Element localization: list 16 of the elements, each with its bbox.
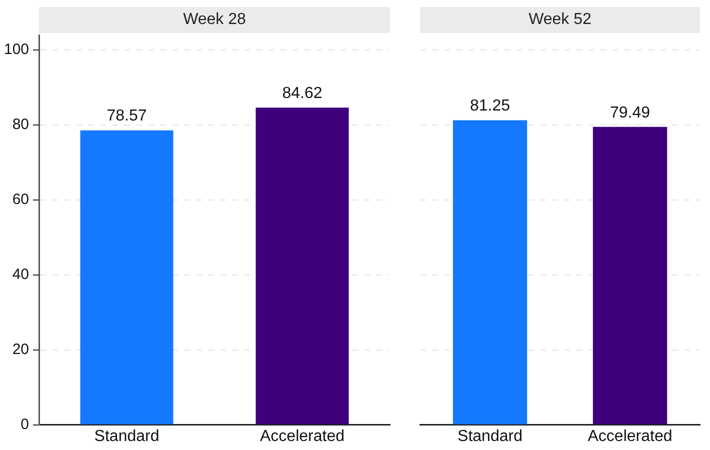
x-tick-label: Accelerated [260,428,345,445]
y-tick-label: 100 [4,41,30,58]
x-tick-label: Standard [458,428,522,445]
x-tick-label: Accelerated [588,428,672,445]
data-label: 79.49 [610,104,650,122]
y-tick-label: 80 [12,116,30,134]
data-label: 78.57 [106,108,147,125]
x-tick-label: Standard [94,428,160,445]
y-tick-label: 40 [12,266,30,284]
data-label: 84.62 [282,85,322,102]
chart-title: Week 52 [420,7,700,33]
y-tick-label: 20 [12,340,30,358]
data-label: 81.25 [470,98,510,115]
y-tick-label: 60 [12,191,30,208]
y-tick-label: 0 [20,416,30,433]
chart-title: Week 28 [39,7,390,33]
